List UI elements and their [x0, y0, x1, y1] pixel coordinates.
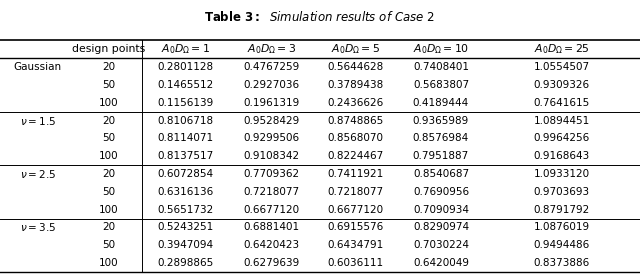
Text: 0.9703693: 0.9703693 [534, 187, 590, 197]
Text: $A_0D_\Omega=3$: $A_0D_\Omega=3$ [247, 42, 296, 56]
Text: 0.5644628: 0.5644628 [328, 62, 384, 72]
Text: 0.1465512: 0.1465512 [157, 80, 214, 90]
Text: 0.6036111: 0.6036111 [328, 258, 384, 268]
Text: 100: 100 [99, 98, 118, 108]
Text: 0.8106718: 0.8106718 [157, 116, 214, 126]
Text: 0.8137517: 0.8137517 [157, 151, 214, 161]
Text: 100: 100 [99, 205, 118, 215]
Text: 1.0876019: 1.0876019 [534, 222, 590, 232]
Text: 0.3947094: 0.3947094 [157, 240, 214, 250]
Text: $\nu=1.5$: $\nu=1.5$ [20, 115, 56, 127]
Text: 0.5683807: 0.5683807 [413, 80, 469, 90]
Text: 20: 20 [102, 222, 115, 232]
Text: 0.8576984: 0.8576984 [413, 133, 469, 143]
Text: 0.8748865: 0.8748865 [328, 116, 384, 126]
Text: design points: design points [72, 44, 145, 54]
Text: 50: 50 [102, 133, 115, 143]
Text: 0.3789438: 0.3789438 [328, 80, 384, 90]
Text: Gaussian: Gaussian [13, 62, 62, 72]
Text: 0.7951887: 0.7951887 [413, 151, 469, 161]
Text: 0.6420423: 0.6420423 [243, 240, 300, 250]
Text: 1.0894451: 1.0894451 [534, 116, 590, 126]
Text: 0.2436626: 0.2436626 [328, 98, 384, 108]
Text: $A_0D_\Omega=10$: $A_0D_\Omega=10$ [413, 42, 469, 56]
Text: 0.2801128: 0.2801128 [157, 62, 214, 72]
Text: 0.8568070: 0.8568070 [328, 133, 384, 143]
Text: 20: 20 [102, 62, 115, 72]
Text: 1.0933120: 1.0933120 [534, 169, 590, 179]
Text: 0.7408401: 0.7408401 [413, 62, 469, 72]
Text: 20: 20 [102, 116, 115, 126]
Text: 50: 50 [102, 187, 115, 197]
Text: 0.8224467: 0.8224467 [328, 151, 384, 161]
Text: 0.6434791: 0.6434791 [328, 240, 384, 250]
Text: 0.8373886: 0.8373886 [534, 258, 590, 268]
Text: 100: 100 [99, 151, 118, 161]
Text: $A_0D_\Omega=1$: $A_0D_\Omega=1$ [161, 42, 210, 56]
Text: 0.2898865: 0.2898865 [157, 258, 214, 268]
Text: 0.7690956: 0.7690956 [413, 187, 469, 197]
Text: $A_0D_\Omega=5$: $A_0D_\Omega=5$ [332, 42, 380, 56]
Text: 0.9309326: 0.9309326 [534, 80, 590, 90]
Text: 0.5243251: 0.5243251 [157, 222, 214, 232]
Text: 0.9299506: 0.9299506 [243, 133, 300, 143]
Text: 0.9365989: 0.9365989 [413, 116, 469, 126]
Text: 0.7411921: 0.7411921 [328, 169, 384, 179]
Text: 0.8791792: 0.8791792 [534, 205, 590, 215]
Text: 0.2927036: 0.2927036 [243, 80, 300, 90]
Text: 0.4189444: 0.4189444 [413, 98, 469, 108]
Text: 0.6915576: 0.6915576 [328, 222, 384, 232]
Text: 0.6677120: 0.6677120 [328, 205, 384, 215]
Text: 0.1961319: 0.1961319 [243, 98, 300, 108]
Text: $\nu=2.5$: $\nu=2.5$ [20, 168, 56, 180]
Text: 0.6279639: 0.6279639 [243, 258, 300, 268]
Text: 0.7641615: 0.7641615 [534, 98, 590, 108]
Text: $\nu=3.5$: $\nu=3.5$ [20, 222, 56, 234]
Text: 0.6316136: 0.6316136 [157, 187, 214, 197]
Text: 1.0554507: 1.0554507 [534, 62, 590, 72]
Text: 0.9108342: 0.9108342 [243, 151, 300, 161]
Text: 50: 50 [102, 240, 115, 250]
Text: 0.5651732: 0.5651732 [157, 205, 214, 215]
Text: 0.9528429: 0.9528429 [243, 116, 300, 126]
Text: $A_0D_\Omega=25$: $A_0D_\Omega=25$ [534, 42, 590, 56]
Text: 0.9494486: 0.9494486 [534, 240, 590, 250]
Text: 0.7030224: 0.7030224 [413, 240, 469, 250]
Text: 0.8540687: 0.8540687 [413, 169, 469, 179]
Text: 0.7090934: 0.7090934 [413, 205, 469, 215]
Text: 0.8290974: 0.8290974 [413, 222, 469, 232]
Text: 0.6881401: 0.6881401 [243, 222, 300, 232]
Text: 0.9168643: 0.9168643 [534, 151, 590, 161]
Text: 0.6420049: 0.6420049 [413, 258, 469, 268]
Text: 0.6677120: 0.6677120 [243, 205, 300, 215]
Text: 0.7218077: 0.7218077 [328, 187, 384, 197]
Text: 0.7709362: 0.7709362 [243, 169, 300, 179]
Text: $\mathbf{Table\ 3:}$  $\mathit{Simulation\ results\ of\ Case\ 2}$: $\mathbf{Table\ 3:}$ $\mathit{Simulation… [205, 10, 435, 24]
Text: 0.4767259: 0.4767259 [243, 62, 300, 72]
Text: 0.1156139: 0.1156139 [157, 98, 214, 108]
Text: 0.9964256: 0.9964256 [534, 133, 590, 143]
Text: 100: 100 [99, 258, 118, 268]
Text: 0.8114071: 0.8114071 [157, 133, 214, 143]
Text: 0.7218077: 0.7218077 [243, 187, 300, 197]
Text: 0.6072854: 0.6072854 [157, 169, 214, 179]
Text: 20: 20 [102, 169, 115, 179]
Text: 50: 50 [102, 80, 115, 90]
